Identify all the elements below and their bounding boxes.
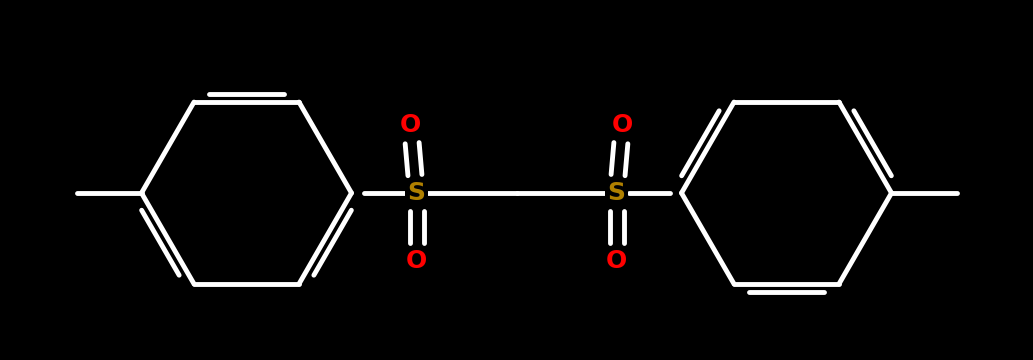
Text: O: O bbox=[400, 113, 421, 137]
Text: O: O bbox=[612, 113, 633, 137]
Text: S: S bbox=[607, 181, 626, 205]
Text: O: O bbox=[606, 249, 627, 273]
Text: S: S bbox=[407, 181, 426, 205]
Text: O: O bbox=[406, 249, 427, 273]
